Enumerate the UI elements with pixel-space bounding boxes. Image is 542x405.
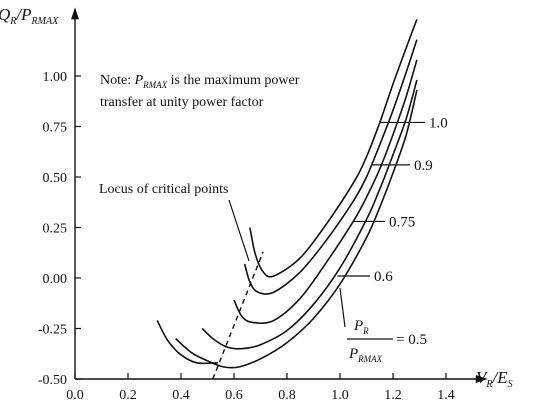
x-ticks: 0.0 0.2 0.4 0.6 0.8 1.0 1.2 1.4 xyxy=(66,373,455,403)
y-tick-label: 0.75 xyxy=(43,121,68,136)
y-tick-label: 1.00 xyxy=(43,70,68,85)
x-tick-label: 0.2 xyxy=(119,388,137,403)
x-axis-arrow xyxy=(475,375,488,383)
curve-pf-0-75 xyxy=(233,59,418,324)
x-tick-label: 0.4 xyxy=(172,388,190,403)
x-axis-label: VR/ES xyxy=(476,368,513,390)
curve-label-0-75: 0.75 xyxy=(389,214,415,230)
curve-labels: 1.0 0.9 0.75 0.6 xyxy=(337,115,448,328)
y-tick-label: -0.50 xyxy=(38,373,67,388)
svg-text:= 0.5: = 0.5 xyxy=(396,332,427,348)
x-tick-label: 0.0 xyxy=(66,388,84,403)
curve-pf-1-0 xyxy=(249,19,418,278)
y-axis-label: QR/PRMAX xyxy=(0,5,59,27)
curve-low-branch xyxy=(156,320,219,365)
y-tick-label: 0.00 xyxy=(43,272,68,287)
note-line-2: transfer at unity power factor xyxy=(100,95,264,110)
y-tick-label: -0.25 xyxy=(38,323,67,338)
curve-label-1-0: 1.0 xyxy=(429,115,448,131)
locus-label: Locus of critical points xyxy=(99,182,228,197)
curve-pf-0-9 xyxy=(243,39,418,295)
curves xyxy=(156,19,418,369)
curve-label-0-6: 0.6 xyxy=(374,269,393,285)
curve-pf-0-5 xyxy=(175,89,418,369)
x-tick-label: 0.8 xyxy=(278,388,296,403)
curve-pf-0-6 xyxy=(201,79,418,350)
note-line-1: Note: PRMAX is the maximum power xyxy=(100,73,300,90)
curve-label-0-9: 0.9 xyxy=(414,158,433,174)
svg-text:PR: PR xyxy=(353,318,369,336)
svg-text:PRMAX: PRMAX xyxy=(348,346,383,364)
y-tick-label: 0.25 xyxy=(43,222,68,237)
y-tick-label: 0.50 xyxy=(43,171,68,186)
y-axis-arrow xyxy=(71,7,79,20)
x-tick-label: 1.2 xyxy=(384,388,402,403)
locus-of-critical-points xyxy=(212,251,264,380)
power-ratio-label: PR PRMAX = 0.5 xyxy=(347,318,427,364)
locus-label-pointer xyxy=(228,199,250,262)
x-tick-label: 1.0 xyxy=(331,388,349,403)
axes xyxy=(71,7,488,383)
y-ticks: 1.00 0.75 0.50 0.25 0.00 -0.25 -0.50 xyxy=(38,70,81,388)
x-tick-label: 0.6 xyxy=(225,388,243,403)
curve-leader-0-5 xyxy=(339,287,346,328)
x-tick-label: 1.4 xyxy=(437,388,455,403)
